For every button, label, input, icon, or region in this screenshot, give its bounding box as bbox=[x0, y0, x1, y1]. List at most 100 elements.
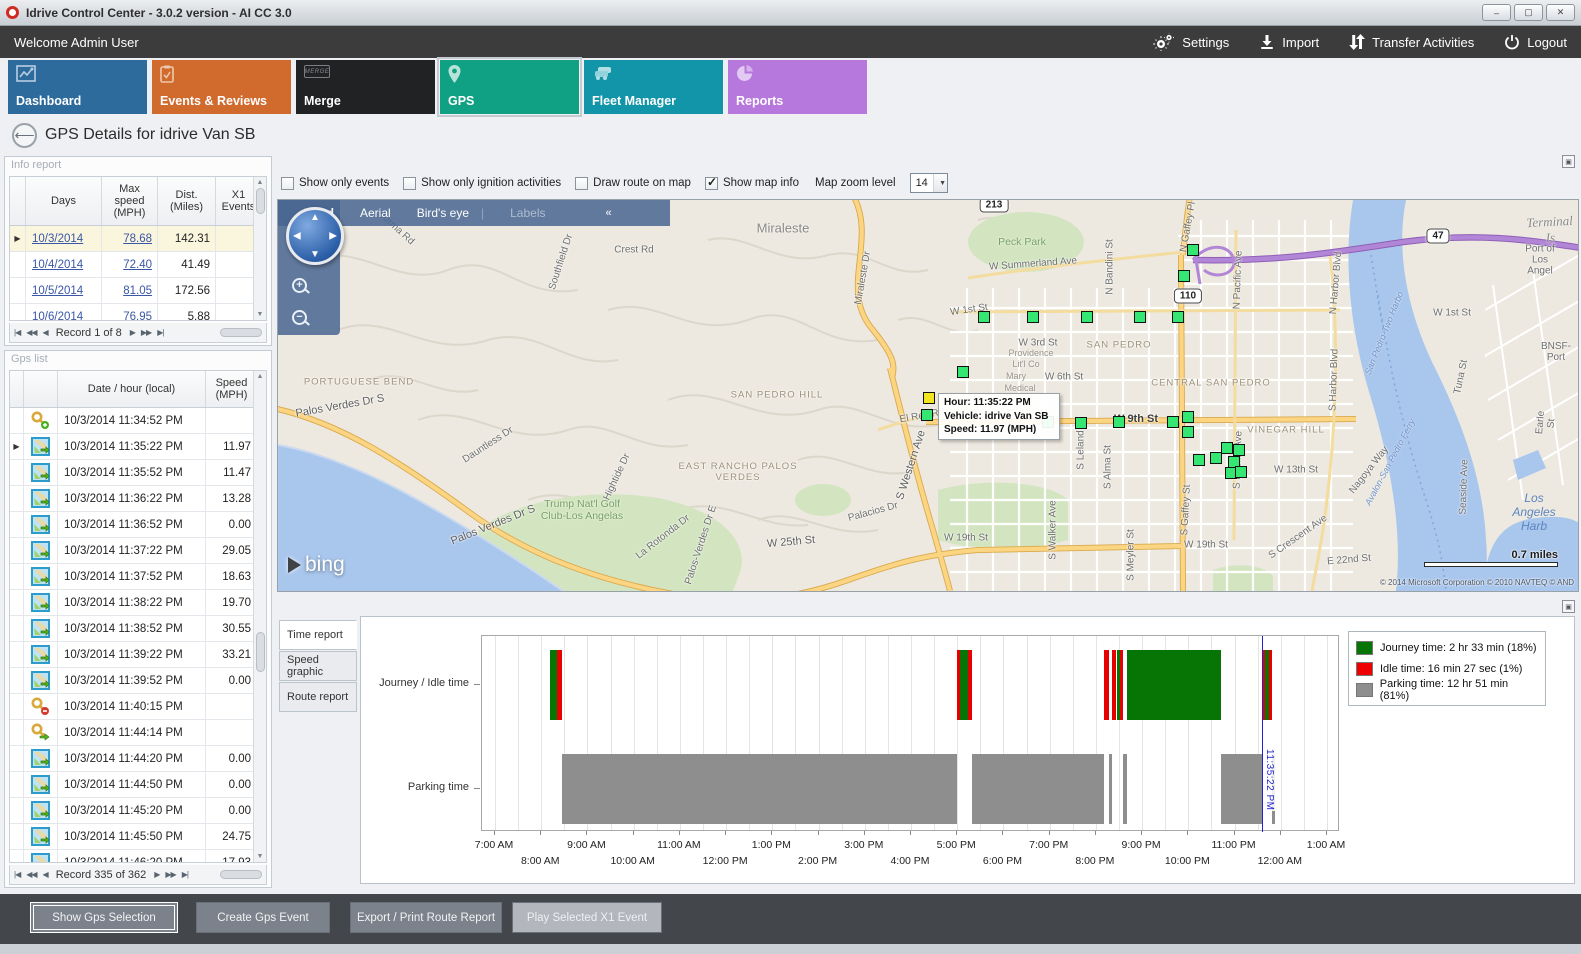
pager-button[interactable]: |◀ bbox=[14, 870, 21, 879]
gps-list-row[interactable]: 10/3/2014 11:44:50 PM 0.00 bbox=[10, 772, 266, 798]
max-speed-link[interactable]: 81.05 bbox=[123, 284, 152, 297]
checkbox-draw-route-on-map[interactable]: Draw route on map bbox=[575, 176, 691, 190]
map-zoom-level-select[interactable]: 14 ▼ bbox=[909, 173, 948, 193]
map-style-bird-s-eye[interactable]: Bird's eye bbox=[416, 206, 469, 220]
gps-marker[interactable] bbox=[1027, 311, 1039, 323]
gps-list-row[interactable]: 10/3/2014 11:36:22 PM 13.28 bbox=[10, 486, 266, 512]
gps-list-row[interactable]: 10/3/2014 11:45:50 PM 24.75 bbox=[10, 824, 266, 850]
gps-marker[interactable] bbox=[1134, 311, 1146, 323]
info-report-row[interactable]: 10/5/2014 81.05 172.56 bbox=[10, 278, 266, 304]
selected-gps-marker[interactable] bbox=[923, 392, 935, 404]
horizontal-scrollbar[interactable] bbox=[220, 328, 262, 337]
gps-list-row[interactable]: 10/3/2014 11:38:22 PM 19.70 bbox=[10, 590, 266, 616]
day-link[interactable]: 10/4/2014 bbox=[32, 258, 84, 271]
column-header[interactable]: Date / hour (local) bbox=[58, 371, 206, 407]
day-link[interactable]: 10/6/2014 bbox=[32, 310, 84, 321]
gps-marker[interactable] bbox=[1178, 270, 1190, 282]
max-speed-link[interactable]: 72.40 bbox=[123, 258, 152, 271]
unchecked-checkbox-icon[interactable] bbox=[281, 176, 294, 190]
chart-time-cursor[interactable] bbox=[1261, 636, 1263, 832]
nav-tile-fleet-manager[interactable]: Fleet Manager bbox=[584, 60, 723, 114]
vertical-scrollbar[interactable]: ▲ ▼ bbox=[253, 371, 266, 862]
gps-list-row[interactable]: 10/3/2014 11:45:20 PM 0.00 bbox=[10, 798, 266, 824]
import-button[interactable]: Import bbox=[1259, 33, 1319, 51]
gps-marker[interactable] bbox=[1075, 417, 1087, 429]
gps-marker[interactable] bbox=[1193, 454, 1205, 466]
gps-list-row[interactable]: ▶ 10/3/2014 11:35:22 PM 11.97 bbox=[10, 434, 266, 460]
gps-list-row[interactable]: 10/3/2014 11:44:20 PM 0.00 bbox=[10, 746, 266, 772]
settings-button[interactable]: Settings bbox=[1153, 33, 1229, 51]
gps-list-row[interactable]: 10/3/2014 11:34:52 PM bbox=[10, 408, 266, 434]
pan-left-icon[interactable]: ◀ bbox=[293, 230, 301, 242]
unchecked-checkbox-icon[interactable] bbox=[575, 176, 589, 190]
gps-list-row[interactable]: 10/3/2014 11:37:52 PM 18.63 bbox=[10, 564, 266, 590]
checkbox-show-map-info[interactable]: Show map info bbox=[704, 175, 799, 190]
gps-marker[interactable] bbox=[1233, 444, 1245, 456]
nav-tile-events-reviews[interactable]: Events & Reviews bbox=[152, 60, 291, 114]
max-speed-link[interactable]: 76.95 bbox=[123, 310, 152, 321]
export-print-route-report-button[interactable]: Export / Print Route Report bbox=[350, 902, 502, 933]
bing-map[interactable]: RoadAerialBird's eye|Labels« ▲ ▼ ◀ ▶ + −… bbox=[277, 199, 1579, 592]
unchecked-checkbox-icon[interactable] bbox=[403, 176, 417, 190]
create-gps-event-button[interactable]: Create Gps Event bbox=[196, 902, 330, 933]
minimize-button[interactable]: – bbox=[1482, 4, 1511, 21]
horizontal-scrollbar[interactable] bbox=[220, 870, 262, 879]
show-gps-selection-button[interactable]: Show Gps Selection bbox=[30, 902, 178, 933]
gps-marker[interactable] bbox=[1187, 244, 1199, 256]
pager-button[interactable]: ◀◀ bbox=[26, 870, 37, 879]
map-zoom-out-button[interactable]: − bbox=[292, 310, 314, 332]
pager-button[interactable]: ▶| bbox=[181, 870, 189, 879]
pager-button[interactable]: |◀ bbox=[14, 328, 21, 337]
gps-list-row[interactable]: 10/3/2014 11:46:20 PM 17.93 bbox=[10, 850, 266, 862]
pager-button[interactable]: ◀ bbox=[42, 870, 49, 879]
gps-list-row[interactable]: 10/3/2014 11:36:52 PM 0.00 bbox=[10, 512, 266, 538]
pan-right-icon[interactable]: ▶ bbox=[329, 230, 337, 242]
tab-route-report[interactable]: Route report bbox=[279, 682, 357, 712]
gps-marker[interactable] bbox=[1167, 416, 1179, 428]
gps-marker[interactable] bbox=[1182, 411, 1194, 423]
gps-list-row[interactable]: 10/3/2014 11:44:14 PM bbox=[10, 720, 266, 746]
max-speed-link[interactable]: 78.68 bbox=[123, 232, 152, 245]
column-header[interactable]: Days bbox=[26, 177, 102, 225]
gps-list-row[interactable]: 10/3/2014 11:39:52 PM 0.00 bbox=[10, 668, 266, 694]
pager-button[interactable]: ◀ bbox=[42, 328, 49, 337]
checkbox-show-only-events[interactable]: Show only events bbox=[281, 176, 389, 190]
tab-speed-graphic[interactable]: Speed graphic bbox=[279, 651, 357, 681]
logout-button[interactable]: Logout bbox=[1504, 33, 1567, 51]
gps-marker[interactable] bbox=[1235, 466, 1247, 478]
maximize-button[interactable]: ▢ bbox=[1514, 4, 1543, 21]
gps-marker[interactable] bbox=[1210, 452, 1222, 464]
checkbox-show-only-ignition-activities[interactable]: Show only ignition activities bbox=[403, 176, 561, 190]
nav-tile-gps[interactable]: GPS bbox=[437, 57, 582, 117]
info-report-row[interactable]: ▶ 10/3/2014 78.68 142.31 bbox=[10, 226, 266, 252]
collapse-map-panel-button[interactable]: ▣ bbox=[1562, 155, 1575, 168]
pager-button[interactable]: ◀◀ bbox=[26, 328, 37, 337]
checked-checkbox-icon[interactable] bbox=[704, 175, 718, 190]
map-style-aerial[interactable]: Aerial bbox=[360, 206, 391, 220]
column-header[interactable]: Max speed (MPH) bbox=[102, 177, 158, 225]
nav-tile-dashboard[interactable]: Dashboard bbox=[8, 60, 147, 114]
gps-marker[interactable] bbox=[978, 311, 990, 323]
map-compass-control[interactable]: ▲ ▼ ◀ ▶ bbox=[286, 207, 344, 265]
gps-list-row[interactable]: 10/3/2014 11:39:22 PM 33.21 bbox=[10, 642, 266, 668]
gps-marker[interactable] bbox=[1081, 311, 1093, 323]
gps-marker[interactable] bbox=[1172, 311, 1184, 323]
gps-list-row[interactable]: 10/3/2014 11:37:22 PM 29.05 bbox=[10, 538, 266, 564]
pager-button[interactable]: ▶| bbox=[157, 328, 164, 337]
info-report-row[interactable]: 10/6/2014 76.95 5.88 bbox=[10, 304, 266, 321]
gps-marker[interactable] bbox=[1182, 426, 1194, 438]
info-report-row[interactable]: 10/4/2014 72.40 41.49 bbox=[10, 252, 266, 278]
transfer-activities-button[interactable]: Transfer Activities bbox=[1349, 33, 1474, 51]
pager-button[interactable]: ▶ bbox=[154, 870, 160, 879]
column-header[interactable]: Dist. (Miles) bbox=[158, 177, 216, 225]
chevron-down-icon[interactable]: ▼ bbox=[932, 174, 947, 192]
pager-button[interactable]: ▶▶ bbox=[140, 328, 152, 337]
gps-marker[interactable] bbox=[1221, 442, 1233, 454]
vertical-scrollbar[interactable]: ▲ ▼ bbox=[253, 177, 266, 320]
gps-list-row[interactable]: 10/3/2014 11:35:52 PM 11.47 bbox=[10, 460, 266, 486]
nav-tile-reports[interactable]: Reports bbox=[728, 60, 867, 114]
pager-button[interactable]: ▶ bbox=[129, 328, 136, 337]
day-link[interactable]: 10/5/2014 bbox=[32, 284, 84, 297]
tab-time-report[interactable]: Time report bbox=[279, 620, 357, 650]
collapse-chart-panel-button[interactable]: ▣ bbox=[1562, 600, 1575, 613]
